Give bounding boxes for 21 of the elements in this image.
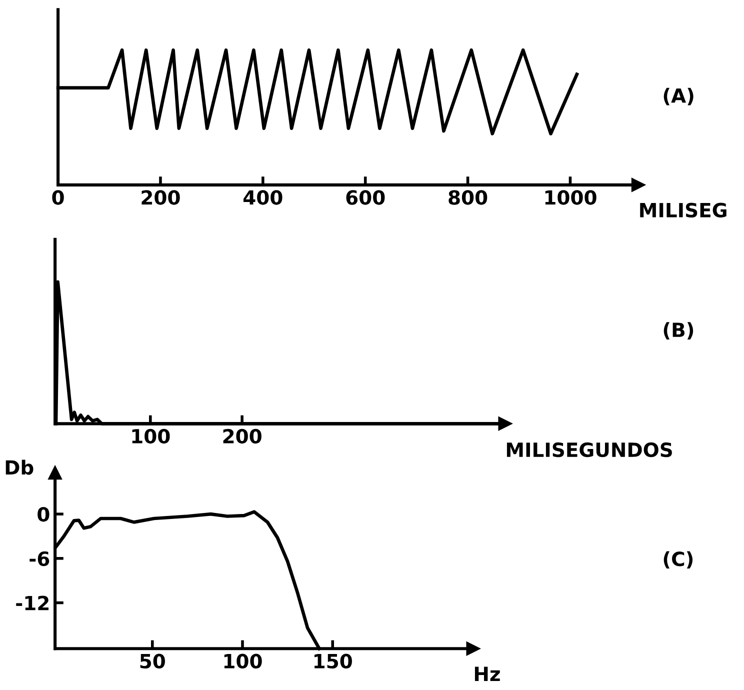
y-tick-label: -12 [16, 596, 49, 610]
x-axis-title: MILISEGUNDOS [506, 442, 672, 458]
x-tick-label: 100 [132, 428, 170, 444]
x-tick-label: 600 [346, 190, 385, 205]
y-tick-label: 0 [38, 507, 50, 522]
x-tick-label: 800 [448, 190, 488, 205]
y-tick-label: -6 [30, 551, 50, 566]
x-tick-label: 0 [52, 190, 64, 205]
x-tick-label: 200 [142, 190, 180, 205]
x-tick-label: 50 [140, 654, 165, 669]
x-tick-label: 150 [314, 654, 352, 669]
x-tick-label: 200 [223, 428, 262, 444]
y-axis-title: Db [6, 460, 34, 475]
x-tick-label: 100 [224, 654, 262, 669]
x-axis-title: Hz [474, 666, 500, 681]
x-tick-label: 1000 [545, 190, 596, 205]
text: (B) [664, 322, 694, 340]
text: (C) [664, 551, 693, 569]
x-tick-label: 400 [243, 190, 282, 205]
x-axis-title: MILISEG [640, 202, 726, 218]
text: (A) [664, 88, 694, 106]
